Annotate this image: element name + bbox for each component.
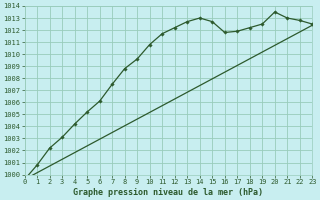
X-axis label: Graphe pression niveau de la mer (hPa): Graphe pression niveau de la mer (hPa) xyxy=(74,188,263,197)
